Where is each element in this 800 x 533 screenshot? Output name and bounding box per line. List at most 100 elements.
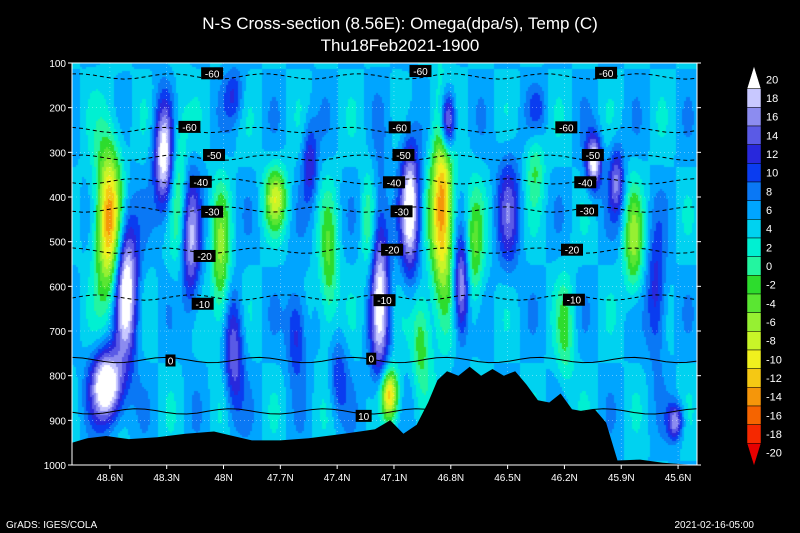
colorbar-label: -16 (766, 410, 782, 422)
footer-credit: GrADS: IGES/COLA (6, 520, 98, 531)
contour-label: -50 (396, 151, 411, 162)
colorbar-label: -20 (766, 448, 782, 460)
colorbar-segment (746, 88, 762, 108)
x-tick-label: 46.8N (437, 473, 464, 484)
contour-label-bg (392, 149, 415, 162)
chart-title: N-S Cross-section (8.56E): Omega(dpa/s),… (202, 14, 598, 33)
contour-label: -20 (197, 252, 212, 263)
contour-label-bg (561, 243, 583, 256)
contour-label: 0 (168, 356, 174, 367)
contour-label: -30 (394, 207, 409, 218)
temperature-contour (71, 408, 698, 415)
contour-label-bg (165, 354, 176, 367)
y-tick-label: 400 (49, 193, 66, 204)
colorbar-label: -14 (766, 392, 782, 404)
contour-label: -50 (586, 151, 601, 162)
chart-subtitle: Thu18Feb2021-1900 (320, 36, 480, 55)
contour-label-bg (381, 243, 404, 256)
contour-label-bg (366, 352, 377, 365)
contour-label: -30 (580, 206, 595, 217)
contour-label-bg (203, 149, 226, 162)
colorbar-segment (746, 144, 762, 164)
y-tick-label: 100 (49, 59, 66, 70)
contour-label: -10 (377, 296, 392, 307)
contour-label: -60 (392, 123, 407, 134)
colorbar-segment (746, 331, 762, 351)
colorbar-segment (746, 65, 762, 89)
contour-label: -60 (413, 67, 428, 78)
colorbar-label: 18 (766, 93, 778, 105)
plot-frame (71, 62, 698, 466)
colorbar-label: 0 (766, 261, 772, 273)
y-tick-label: 500 (49, 238, 66, 249)
colorbar-segment (746, 163, 762, 183)
colorbar-segment (746, 181, 762, 201)
x-tick-label: 45.9N (608, 473, 635, 484)
colorbar-label: -4 (766, 298, 776, 310)
temperature-contour (71, 356, 698, 364)
contour-label: -10 (567, 296, 582, 307)
contour-label-bg (373, 294, 396, 307)
contour-label: -60 (599, 69, 614, 80)
colorbar-segment (746, 107, 762, 127)
colorbar-segment (746, 405, 762, 425)
colorbar-label: -12 (766, 373, 782, 385)
contour-label: -50 (207, 151, 222, 162)
y-tick-label: 300 (49, 148, 66, 159)
y-tick-label: 800 (49, 372, 66, 383)
x-tick-label: 45.6N (665, 473, 692, 484)
colorbar-segment (746, 200, 762, 220)
contour-label: -40 (387, 178, 402, 189)
x-tick-label: 48.6N (97, 473, 124, 484)
contour-label: -60 (205, 69, 220, 80)
colorbar-label: 16 (766, 112, 778, 124)
contour-label-bg (409, 65, 432, 78)
colorbar-label: 14 (766, 130, 778, 142)
contour-label-bg (388, 121, 411, 134)
colorbar-label: 6 (766, 205, 772, 217)
colorbar-label: -6 (766, 317, 776, 329)
colorbar-segment (746, 293, 762, 313)
colorbar-segment (746, 424, 762, 444)
contour-label-bg (382, 176, 405, 189)
contour-label-bg (201, 205, 224, 218)
temperature-contour (71, 126, 698, 134)
contour-label-bg (191, 297, 214, 310)
colorbar-label: 10 (766, 168, 778, 180)
y-tick-label: 900 (49, 416, 66, 427)
colorbar-label: -2 (766, 280, 776, 292)
contour-label-bg (178, 120, 201, 133)
colorbar-segment (746, 312, 762, 332)
contour-label: -60 (559, 123, 574, 134)
colorbar-segment (746, 349, 762, 369)
contour-label-bg (390, 205, 413, 218)
contour-label: -20 (565, 246, 580, 257)
contour-label: -40 (194, 178, 209, 189)
colorbar-label: -18 (766, 429, 782, 441)
contour-label-bg (193, 249, 216, 262)
contour-label-bg (574, 176, 597, 189)
colorbar-label: 8 (766, 186, 772, 198)
contour-label-bg (555, 121, 578, 134)
contour-label-bg (576, 204, 599, 217)
y-tick-label: 1000 (44, 461, 67, 472)
contour-label-bg (581, 149, 604, 162)
colorbar-label: -10 (766, 354, 782, 366)
contour-label: -10 (195, 300, 210, 311)
contour-label-bg (355, 409, 372, 422)
contour-label-bg (189, 175, 212, 188)
y-tick-label: 600 (49, 282, 66, 293)
footer-timestamp: 2021-02-16-05:00 (674, 520, 754, 531)
contour-label: -40 (578, 178, 593, 189)
x-tick-label: 46.5N (494, 473, 521, 484)
x-tick-label: 47.7N (267, 473, 294, 484)
contour-label-bg (562, 293, 585, 306)
x-tick-label: 47.1N (381, 473, 408, 484)
colorbar-segment (746, 368, 762, 388)
colorbar-label: -8 (766, 336, 776, 348)
x-tick-label: 47.4N (324, 473, 351, 484)
colorbar-label: 4 (766, 224, 772, 236)
colorbar-segment (746, 256, 762, 276)
contour-label: -30 (205, 208, 220, 219)
